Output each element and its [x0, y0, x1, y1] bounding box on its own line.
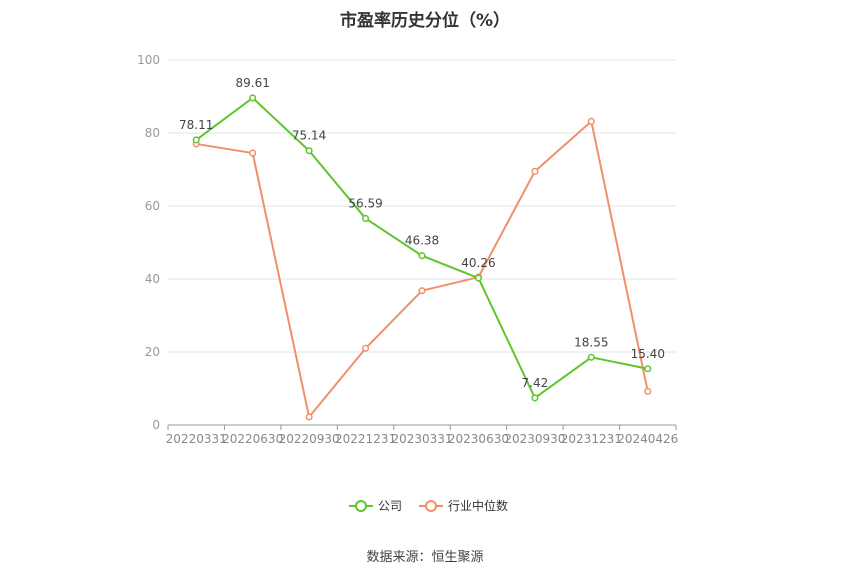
y-tick-label: 20 [145, 345, 160, 359]
data-label: 78.11 [179, 118, 213, 132]
company-data-point [249, 94, 257, 102]
legend-marker [425, 500, 437, 512]
x-tick-label: 20230630 [448, 432, 509, 446]
company-data-point [644, 365, 652, 373]
data-labels: 78.11 89.61 75.14 56.59 46.38 40.26 7.42 18.55 1… [179, 76, 665, 390]
x-tick-label: 20230331 [391, 432, 452, 446]
legend-item-company[interactable]: 公司 [349, 499, 402, 513]
industry-median-series-line [196, 120, 649, 418]
industry-median-data-point [305, 413, 313, 421]
y-tick-label: 0 [152, 418, 160, 432]
data-source-note: 数据来源：恒生聚源 [366, 550, 484, 565]
axes: 0 20 40 60 80 100 2022033120220630202209302022… [137, 53, 678, 446]
industry-median-data-point [418, 287, 426, 295]
grid [168, 59, 676, 353]
company-data-point [305, 147, 313, 155]
industry-median-data-point [249, 149, 257, 157]
series [192, 94, 652, 421]
company-data-point [587, 353, 595, 361]
x-tick-label: 20220930 [279, 432, 340, 446]
legend-item-industry-median[interactable]: 行业中位数 [419, 498, 508, 513]
x-tick-label: 20220331 [166, 432, 227, 446]
data-label: 75.14 [292, 129, 326, 143]
data-label: 46.38 [405, 234, 439, 248]
x-tick-label: 20221231 [335, 432, 396, 446]
data-label: 89.61 [235, 76, 269, 90]
company-data-point [362, 214, 370, 222]
company-data-point [192, 136, 200, 144]
company-data-point [474, 274, 482, 282]
y-tick-label: 40 [145, 272, 160, 286]
y-tick-label: 60 [145, 199, 160, 213]
legend-label: 公司 [378, 499, 402, 513]
company-data-point [418, 252, 426, 260]
industry-median-data-point [531, 167, 539, 175]
y-tick-label: 80 [145, 126, 160, 140]
company-series-line [195, 96, 648, 399]
data-label: 40.26 [461, 256, 495, 270]
industry-median-data-point [587, 117, 595, 125]
x-tick-label: 20231231 [561, 432, 622, 446]
legend-marker [355, 500, 367, 512]
chart-title: 市盈率历史分位（%） [339, 11, 511, 31]
y-tick-label: 100 [137, 53, 160, 67]
legend-label: 行业中位数 [448, 498, 508, 513]
x-tick-label: 20230930 [504, 432, 565, 446]
x-tick-label: 20240426 [617, 432, 678, 446]
industry-median-data-point [644, 387, 652, 395]
data-label: 15.40 [631, 347, 665, 361]
data-label: 7.42 [522, 376, 549, 390]
data-label: 56.59 [348, 196, 382, 210]
industry-median-data-point [362, 344, 370, 352]
company-data-point [531, 394, 539, 402]
x-tick-label: 20220630 [222, 432, 283, 446]
data-label: 18.55 [574, 335, 608, 349]
legend[interactable]: 公司 行业中位数 [349, 498, 508, 513]
